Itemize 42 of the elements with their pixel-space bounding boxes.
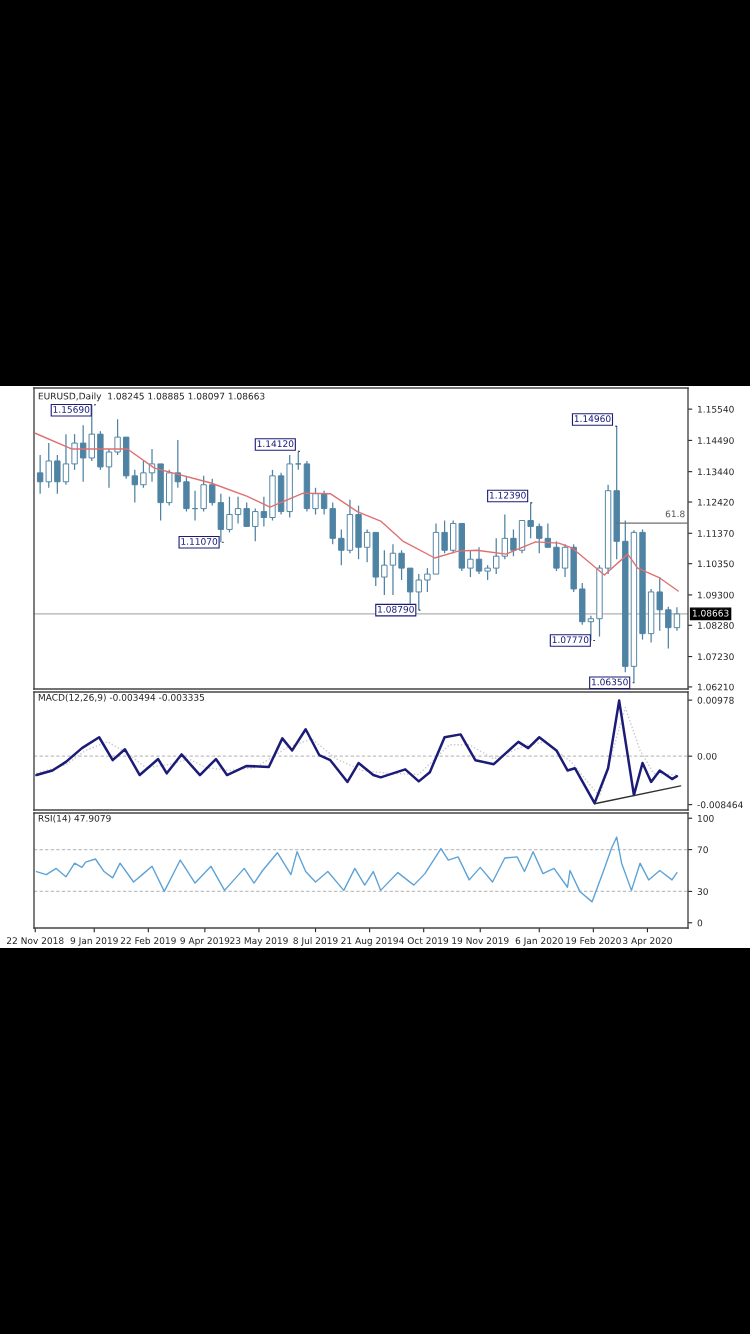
x-tick-label: 22 Nov 2018 <box>6 937 64 945</box>
series-label: 61.8 <box>665 510 685 518</box>
x-tick-label: 9 Jan 2019 <box>70 937 118 946</box>
y-tick-label: 1.15540 <box>698 405 734 413</box>
annotation: 1.14960 <box>574 415 611 423</box>
y-tick-label: 70 <box>697 846 708 854</box>
y-tick-label: 1.14490 <box>698 437 734 444</box>
annotation: 1.15690 <box>53 406 90 413</box>
chart-title: RSI(14) 47.9079 <box>38 814 111 823</box>
annotation: 1.08790 <box>378 605 414 613</box>
annotation: 1.12390 <box>489 491 526 499</box>
ref-line-label: 1.08663 <box>692 609 729 617</box>
y-tick-label: 0.00978 <box>697 696 734 704</box>
x-tick-label: 4 Oct 2019 <box>399 937 449 945</box>
y-tick-label: 1.11370 <box>698 530 734 537</box>
y-tick-label: 100 <box>698 814 714 822</box>
y-tick-label: 1.13440 <box>698 468 734 476</box>
annotation: 1.07770 <box>552 636 589 644</box>
x-tick-label: 23 May 2019 <box>230 937 288 946</box>
x-tick-label: 3 Apr 2020 <box>623 937 672 946</box>
y-tick-label: 1.12420 <box>698 498 734 506</box>
y-tick-label: 0 <box>697 919 703 927</box>
y-tick-label: 1.06210 <box>698 683 734 691</box>
x-tick-label: 8 Jul 2019 <box>293 937 338 946</box>
chart-title: EURUSD,Daily 1.08245 1.08885 1.08097 1.08663 <box>38 392 265 402</box>
chart-title: MACD(12,26,9) -0.003494 -0.003335 <box>38 693 205 702</box>
y-tick-label: 1.10350 <box>698 560 734 568</box>
annotation: 1.11070 <box>181 538 218 545</box>
x-tick-label: 19 Nov 2019 <box>452 937 509 945</box>
y-tick-label: 1.09300 <box>698 591 734 599</box>
y-tick-label: 1.07230 <box>698 653 734 661</box>
y-tick-label: 30 <box>697 888 708 895</box>
annotation: 1.14120 <box>257 440 294 448</box>
x-tick-label: 6 Jan 2020 <box>515 937 563 946</box>
x-tick-label: 19 Feb 2020 <box>566 937 621 945</box>
x-tick-label: 22 Feb 2019 <box>120 937 176 945</box>
x-tick-label: 21 Aug 2019 <box>341 937 398 946</box>
x-tick-label: 9 Apr 2019 <box>180 937 230 946</box>
y-tick-label: -0.008464 <box>697 801 743 809</box>
y-tick-label: 1.08280 <box>698 622 734 629</box>
y-tick-label: 0.00 <box>697 752 717 760</box>
annotation: 1.06350 <box>592 678 628 686</box>
